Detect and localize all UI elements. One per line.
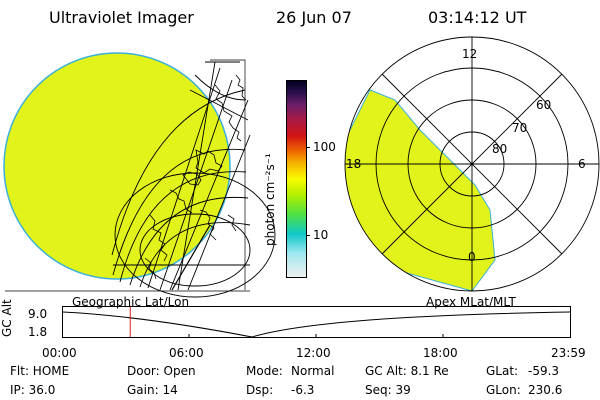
colorbar-tick-10: [306, 235, 310, 236]
altitude-tick-low: 1.8: [28, 325, 48, 339]
map-frame: [210, 59, 246, 290]
mlt-6-label: 6: [578, 157, 586, 171]
gc-altitude: GC Alt: 8.1 Re: [365, 364, 449, 378]
right-panel-label: Apex MLat/MLT: [426, 295, 516, 309]
mlt-18-label: 18: [346, 157, 362, 171]
lat-80-label: 80: [492, 142, 508, 156]
lat-70-label: 70: [512, 121, 528, 135]
colorbar-label-100: 100: [313, 140, 336, 154]
mlt-0-label: 0: [468, 250, 476, 264]
flight-status: Flt: HOME: [10, 364, 70, 378]
date-label: 26 Jun 07: [276, 8, 352, 27]
glat-label: GLat:: [486, 364, 519, 378]
glon-label: GLon:: [486, 383, 521, 397]
color-scale-bar: [286, 80, 307, 278]
colorbar-unit-label: photon cm⁻²s⁻¹: [263, 153, 277, 246]
mode-label: Mode:: [246, 364, 283, 378]
apex-grid: [344, 36, 600, 292]
time-label-1800: 18:00: [423, 346, 458, 360]
meridian-line: [171, 224, 211, 291]
lat-60-label: 60: [536, 98, 552, 112]
mlt-12-label: 12: [462, 47, 478, 61]
altitude-tick-high: 9.0: [28, 307, 48, 321]
coastlines: [144, 74, 247, 280]
time-label-2359: 23:59: [551, 346, 586, 360]
glat-value: -59.3: [528, 364, 560, 378]
altitude-plot-frame: [62, 306, 571, 338]
time-label-1200: 12:00: [296, 346, 331, 360]
sequence-number: Seq: 39: [365, 383, 411, 397]
altitude-plot: [62, 306, 571, 338]
dsp-value: -6.3: [291, 383, 315, 397]
gain-value: Gain: 14: [127, 383, 178, 397]
time-label-0600: 06:00: [169, 346, 204, 360]
altitude-axis-label: GC Alt: [0, 299, 14, 337]
time-label-0000: 00:00: [42, 346, 77, 360]
colorbar-label-10: 10: [313, 228, 329, 242]
instrument-title: Ultraviolet Imager: [49, 8, 194, 27]
colorbar-tick-100: [306, 147, 310, 148]
door-status: Door: Open: [127, 364, 196, 378]
time-label: 03:14:12 UT: [428, 8, 527, 27]
geographic-grid: [111, 61, 276, 298]
left-image-disk: [3, 52, 231, 280]
apex-image: [345, 89, 496, 291]
mode-value: Normal: [291, 364, 335, 378]
ip-value: IP: 36.0: [10, 383, 56, 397]
left-panel-label: Geographic Lat/Lon: [72, 295, 190, 309]
dsp-label: Dsp:: [246, 383, 274, 397]
glon-value: 230.6: [528, 383, 563, 397]
altitude-curve: [62, 311, 571, 338]
